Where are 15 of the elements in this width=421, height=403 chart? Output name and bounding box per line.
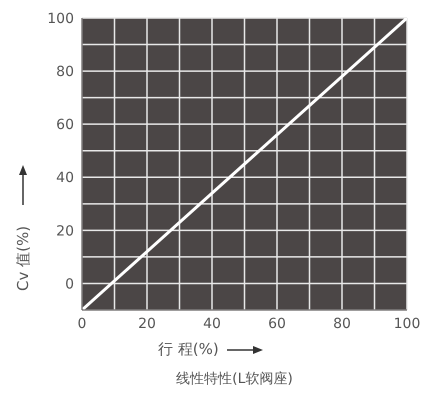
y-tick-label: 40 bbox=[56, 170, 74, 186]
y-tick-label: 60 bbox=[56, 117, 74, 134]
x-tick-label: 40 bbox=[203, 316, 221, 332]
y-tick-label: 0 bbox=[65, 276, 74, 292]
x-tick-label: 60 bbox=[268, 316, 286, 332]
x-axis-title: 行 程(%) bbox=[158, 340, 219, 359]
text: 线性特性(L软阀座) bbox=[175, 370, 294, 388]
x-tick-label: 100 bbox=[394, 316, 420, 332]
x-tick-label: 20 bbox=[138, 316, 156, 332]
y-tick-label: 20 bbox=[56, 223, 74, 240]
y-tick-label: 100 bbox=[47, 10, 74, 27]
y-tick-label: 80 bbox=[56, 64, 74, 80]
y-axis-title: Cv 值(%) bbox=[14, 226, 32, 291]
x-tick-label: 80 bbox=[333, 316, 351, 332]
x-tick-label: 0 bbox=[78, 316, 86, 332]
